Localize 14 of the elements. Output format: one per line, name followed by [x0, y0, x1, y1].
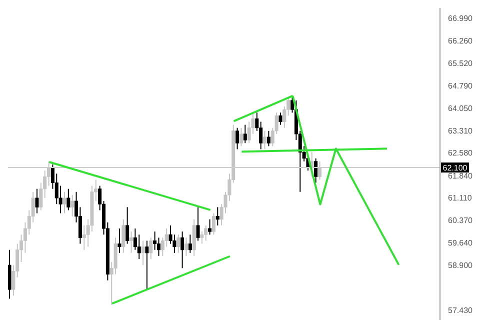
- y-tick-label: 64.050: [448, 104, 474, 113]
- y-tick-label: 62.580: [448, 148, 474, 158]
- y-tick-label: 64.790: [448, 81, 474, 90]
- y-tick-label: 66.990: [448, 14, 474, 24]
- ref-line-label: 62.100: [442, 164, 468, 173]
- y-tick-label: 61.840: [448, 171, 474, 180]
- y-tick-label: 66.260: [448, 36, 474, 46]
- y-tick-label: 63.310: [448, 126, 474, 136]
- y-tick-label: 61.110: [448, 194, 472, 203]
- y-tick-label: 57.430: [448, 306, 474, 315]
- y-tick-label: 58.900: [448, 260, 474, 270]
- y-tick-label: 59.640: [448, 238, 474, 248]
- y-tick-label: 65.520: [448, 59, 474, 68]
- y-tick-label: 60.370: [448, 216, 474, 226]
